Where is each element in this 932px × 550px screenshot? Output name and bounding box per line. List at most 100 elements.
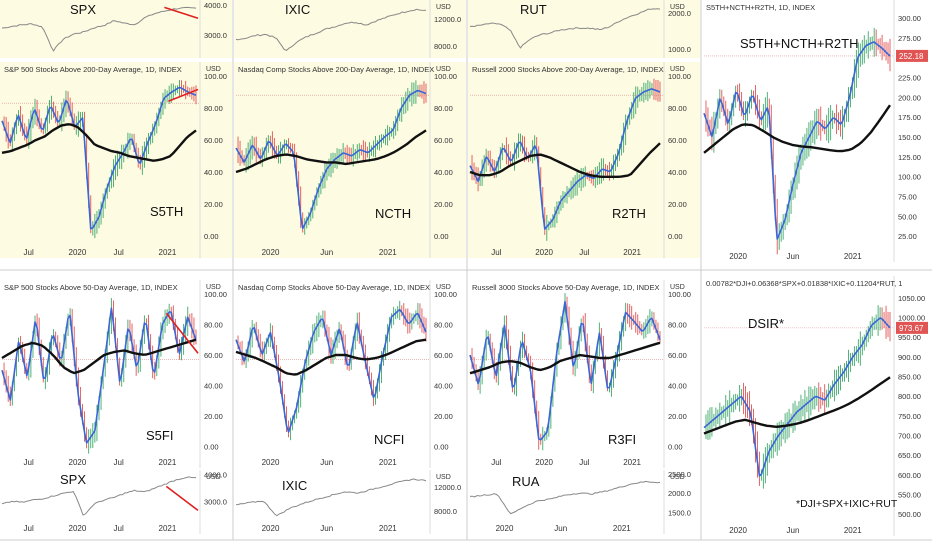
y-tick-label: 75.00: [898, 192, 917, 201]
chart-title: Nasdaq Comp Stocks Above 50-Day Average,…: [238, 283, 430, 292]
x-tick-label: Jun: [787, 526, 800, 535]
moving-average-line: [703, 104, 891, 154]
y-tick-label: 25.00: [898, 232, 917, 241]
y-tick-label: 80.00: [434, 320, 453, 329]
y-tick-label: 1500.0: [668, 508, 691, 517]
y-tick-label: 0.00: [668, 232, 683, 241]
x-tick-label: 2020: [729, 252, 747, 261]
x-tick-label: 2021: [379, 524, 397, 533]
chart-panel-r3fi: Russell 3000 Stocks Above 50-Day Average…: [468, 280, 700, 468]
y-tick-label: 4000.0: [204, 1, 227, 10]
y-tick-label: 20.00: [668, 200, 687, 209]
y-tick-label: 60.00: [668, 136, 687, 145]
chart-panel-ncth: Nasdaq Comp Stocks Above 200-Day Average…: [234, 62, 466, 258]
y-tick-label: 650.00: [898, 451, 921, 460]
moving-average-line: [235, 129, 427, 174]
chart-title: S&P 500 Stocks Above 50-Day Average, 1D,…: [4, 283, 178, 292]
y-tick-label: 20.00: [204, 412, 223, 421]
price-line: [703, 41, 891, 240]
panel-background: [0, 62, 232, 258]
series-line: [469, 8, 661, 49]
series-line: [235, 478, 427, 517]
panel-background: [234, 470, 466, 534]
x-tick-label: 2020: [262, 524, 280, 533]
y-tick-label: 800.00: [898, 392, 921, 401]
panel-background: [468, 0, 700, 58]
x-tick-label: Jul: [114, 524, 124, 533]
chart-panel-ixic-bottom: USD 12000.0 8000.0 2020 Jun 2021 IXIC: [234, 470, 466, 534]
y-tick-label: 80.00: [434, 104, 453, 113]
y-tick-label: 0.00: [204, 232, 219, 241]
y-tick-label: 80.00: [668, 320, 687, 329]
chart-title: S&P 500 Stocks Above 200-Day Average, 1D…: [4, 65, 182, 74]
price-line: [703, 317, 891, 477]
series-big-label: NCTH: [375, 206, 411, 221]
y-tick-label: 1000.00: [898, 314, 925, 323]
chart-title: S5TH+NCTH+R2TH, 1D, INDEX: [706, 3, 815, 12]
y-tick-label: 2500.0: [668, 470, 691, 479]
trend-line: [165, 485, 199, 512]
chart-title: Russell 2000 Stocks Above 200-Day Averag…: [472, 65, 664, 74]
moving-average-line: [1, 123, 197, 162]
price-tag-label: 252.18: [899, 52, 924, 61]
series-sub-label: *DJI+SPX+IXIC+RUT: [796, 498, 898, 510]
x-tick-label: Jul: [579, 248, 589, 257]
chart-panel-dsir: 0.00782*DJI+0.06368*SPX+0.01838*IXIC+0.1…: [702, 276, 932, 536]
panel-background: [0, 0, 232, 58]
y-tick-label: 40.00: [668, 381, 687, 390]
series-big-label: DSIR*: [748, 316, 784, 331]
trend-line: [168, 88, 199, 102]
chart-panel-ixic-top: USD 12000.0 8000.0 IXIC: [234, 0, 466, 58]
y-tick-label: 550.00: [898, 490, 921, 499]
x-tick-label: Jul: [491, 458, 501, 467]
series-big-label: IXIC: [285, 2, 310, 17]
x-tick-label: 2020: [729, 526, 747, 535]
y-tick-label: 100.00: [434, 72, 457, 81]
x-tick-label: Jun: [320, 458, 333, 467]
series-line: [1, 6, 197, 52]
chart-panel-s5fi: S&P 500 Stocks Above 50-Day Average, 1D,…: [0, 280, 232, 468]
x-tick-label: 2021: [623, 458, 641, 467]
series-line: [235, 8, 427, 51]
y-tick-label: 20.00: [434, 200, 453, 209]
x-tick-label: 2021: [159, 524, 177, 533]
price-tag-box: [896, 321, 928, 334]
y-tick-label: 1050.00: [898, 294, 925, 303]
chart-panel-spx-top: 3000.0 4000.0 SPX: [0, 0, 232, 58]
axis-unit: USD: [436, 66, 451, 73]
series-big-label: SPX: [60, 472, 86, 487]
x-tick-label: 2021: [844, 526, 862, 535]
series-big-label: S5TH: [150, 204, 183, 219]
price-line: [1, 307, 197, 444]
price-tag-box: [896, 49, 928, 62]
y-tick-label: 300.00: [898, 14, 921, 23]
y-tick-label: 40.00: [434, 168, 453, 177]
y-tick-label: 100.00: [204, 290, 227, 299]
y-tick-label: 0.00: [204, 442, 219, 451]
panel-background: [234, 0, 466, 58]
series-big-label: S5FI: [146, 428, 173, 443]
x-tick-label: 2020: [69, 524, 87, 533]
moving-average-line: [1, 338, 197, 375]
y-tick-label: 150.00: [898, 133, 921, 142]
x-tick-label: 2021: [844, 252, 862, 261]
y-tick-label: 60.00: [204, 351, 223, 360]
x-tick-label: 2021: [379, 458, 397, 467]
x-tick-label: Jul: [24, 524, 34, 533]
x-tick-label: 2020: [69, 248, 87, 257]
panel-background: [0, 280, 232, 468]
y-tick-label: 8000.0: [434, 42, 457, 51]
x-tick-label: 2021: [159, 248, 177, 257]
y-tick-label: 100.00: [898, 173, 921, 182]
y-tick-label: 0.00: [434, 442, 449, 451]
y-tick-label: 60.00: [204, 136, 223, 145]
y-tick-label: 100.00: [668, 72, 691, 81]
x-tick-label: 2020: [535, 458, 553, 467]
axis-unit: USD: [670, 66, 685, 73]
price-line: [1, 86, 197, 230]
y-tick-label: 1000.0: [668, 45, 691, 54]
x-tick-label: 2020: [69, 458, 87, 467]
price-line: [235, 308, 427, 433]
